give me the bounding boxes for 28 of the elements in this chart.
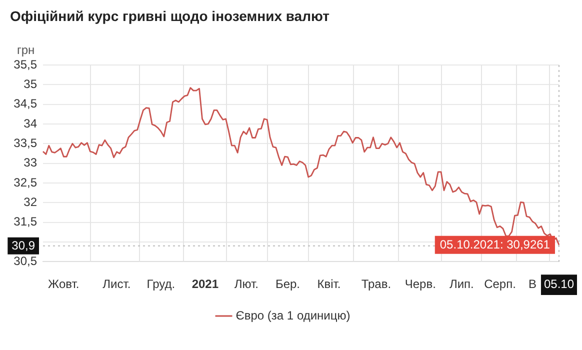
x-tick-label: Лист.	[102, 277, 131, 292]
chart-title: Офіційний курс гривні щодо іноземних валют	[10, 8, 330, 24]
y-tick-label: 33	[24, 156, 38, 170]
x-tick-label: Груд.	[146, 277, 176, 292]
y-axis-title: грн	[17, 43, 35, 57]
x-tick-label: Лип.	[449, 277, 474, 292]
y-tick-label: 34	[24, 116, 38, 130]
x-tick-label: Жовт.	[48, 277, 80, 292]
y-tick-label: 35	[24, 76, 38, 91]
y-tick-label: 35,5	[14, 57, 38, 72]
y-tick-label: 33,5	[14, 136, 38, 150]
y-tick-label: 34,5	[14, 96, 38, 111]
x-tick-label: 05.10	[544, 277, 574, 292]
x-tick-label: Лют.	[234, 277, 259, 292]
x-tick-label: 2021	[192, 277, 219, 292]
x-tick-label: Черв.	[404, 277, 436, 292]
x-tick-label: Серп.	[484, 277, 516, 292]
ref-line-label: 30,9	[12, 238, 36, 253]
y-tick-label: 32	[24, 194, 38, 209]
x-tick-label: Бер.	[275, 277, 300, 292]
annotation: 05.10.2021: 30,9261	[440, 238, 550, 252]
y-tick-label: 32,5	[14, 175, 38, 190]
y-tick-label: 31,5	[14, 214, 38, 229]
legend-label: Євро (за 1 одиницю)	[236, 308, 350, 322]
y-tick-label: 30,5	[14, 254, 38, 268]
x-tick-label: В	[528, 277, 536, 292]
x-tick-label: Трав.	[361, 277, 392, 292]
x-tick-label: Квіт.	[317, 277, 341, 292]
